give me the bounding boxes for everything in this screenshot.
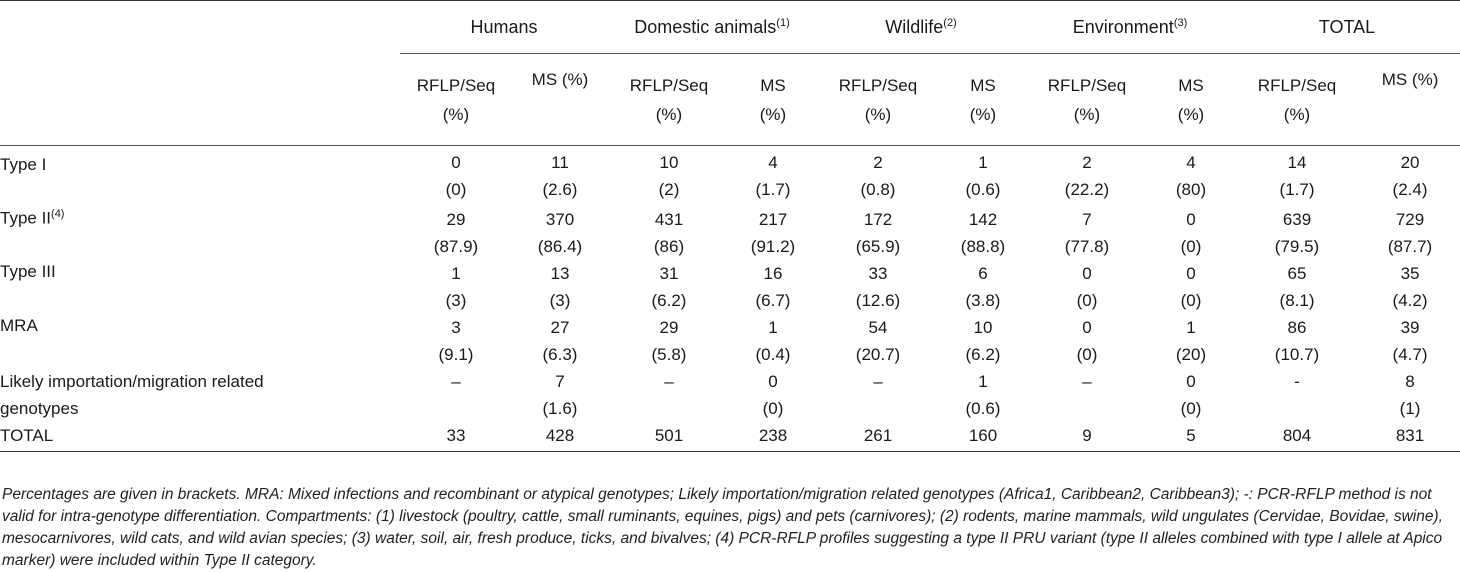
cell: 1 (0.6)	[965, 152, 1001, 199]
cell: 39 (4.7)	[1392, 317, 1428, 364]
cell: –	[664, 371, 674, 391]
corner-cell	[0, 1, 400, 54]
cell: 86 (10.7)	[1274, 317, 1320, 364]
cell: 0 (0)	[1180, 371, 1202, 418]
cell: 2 (22.2)	[1064, 152, 1110, 199]
cell: –	[1082, 371, 1092, 391]
table-row-type-i: Type I 0 (0) 11 (2.6) 10 (2) 4 (1.7) 2 (0.8) …	[0, 146, 1460, 206]
cell: 1 (3)	[445, 263, 467, 310]
cell: 2 (0.8)	[860, 152, 896, 199]
cell: 4 (80)	[1175, 152, 1207, 199]
cell: 261	[863, 426, 893, 446]
cell: 217 (91.2)	[750, 209, 796, 256]
cell: 0 (0)	[1076, 263, 1098, 310]
table-row-likely-importation: Likely importation/migration related geno…	[0, 368, 1460, 422]
col-humans-ms: MS (%)	[531, 70, 589, 89]
cell: 6 (3.8)	[965, 263, 1001, 310]
cell: –	[451, 371, 461, 391]
table-row-total: TOTAL 33 428 501 238 261 160 9 5 804 831	[0, 422, 1460, 452]
cell: 238	[758, 426, 788, 446]
cell: 54 (20.7)	[855, 317, 901, 364]
group-wildlife: Wildlife(2)	[816, 0, 1026, 54]
cell: 7 (1.6)	[542, 371, 578, 418]
cell: 16 (6.7)	[755, 263, 791, 310]
cell: 0 (0)	[1180, 209, 1202, 256]
col-domestic-ms: MS (%)	[759, 75, 787, 124]
row-label: TOTAL	[0, 426, 54, 446]
cell: 1 (20)	[1175, 317, 1207, 364]
cell: 1 (0.4)	[755, 317, 791, 364]
table-footnote: Percentages are given in brackets. MRA: …	[2, 485, 1443, 569]
cell: 14 (1.7)	[1279, 152, 1315, 199]
col-domestic-rflp: RFLP/Seq (%)	[629, 75, 709, 124]
cell: 20 (2.4)	[1392, 152, 1428, 199]
sub-header-row: RFLP/Seq (%) MS (%) RFLP/Seq (%) MS (%) RFL…	[0, 54, 1460, 146]
group-domestic-animals: Domestic animals(1)	[608, 0, 816, 54]
row-label: Type I	[0, 155, 47, 174]
table-row-mra: MRA 3 (9.1) 27 (6.3) 29 (5.8) 1 (0.4) 54 (20.…	[0, 314, 1460, 368]
cell: 29 (5.8)	[651, 317, 687, 364]
cell: 0 (0)	[1076, 317, 1098, 364]
cell: –	[873, 371, 883, 391]
cell: -	[1294, 371, 1300, 391]
cell: 31 (6.2)	[651, 263, 687, 310]
group-header-row: Humans Domestic animals(1) Wildlife(2) E…	[0, 0, 1460, 54]
cell: 10 (6.2)	[965, 317, 1001, 364]
cell: 428	[545, 426, 575, 446]
cell: 0 (0)	[762, 371, 784, 418]
cell: 10 (2)	[658, 152, 680, 199]
cell: 29 (87.9)	[433, 209, 479, 256]
cell: 370 (86.4)	[537, 209, 583, 256]
cell: 11 (2.6)	[542, 152, 578, 199]
col-wildlife-rflp: RFLP/Seq (%)	[838, 75, 918, 124]
cell: 729 (87.7)	[1387, 209, 1433, 256]
table-row-type-ii: Type II(4) 29 (87.9) 370 (86.4) 431 (86) 21…	[0, 206, 1460, 260]
col-environment-rflp: RFLP/Seq (%)	[1047, 75, 1127, 124]
data-table: Humans Domestic animals(1) Wildlife(2) E…	[0, 0, 1460, 452]
cell: 172 (65.9)	[855, 209, 901, 256]
cell: 35 (4.2)	[1392, 263, 1428, 310]
col-environment-ms: MS (%)	[1177, 75, 1205, 124]
cell: 5	[1186, 426, 1196, 446]
cell: 431 (86)	[653, 209, 685, 256]
cell: 0 (0)	[1180, 263, 1202, 310]
row-label: MRA	[0, 315, 38, 335]
row-label: Type III	[0, 261, 56, 281]
cell: 501	[654, 426, 684, 446]
cell: 804	[1282, 426, 1312, 446]
cell: 9	[1082, 426, 1092, 446]
row-label: Likely importation/migration related geno…	[0, 371, 264, 418]
col-total-ms: MS (%)	[1381, 70, 1439, 89]
cell: 639 (79.5)	[1274, 209, 1320, 256]
group-total: TOTAL	[1234, 0, 1460, 54]
cell: 33 (12.6)	[855, 263, 901, 310]
table-row-type-iii: Type III 1 (3) 13 (3) 31 (6.2) 16 (6.7) 33 (1…	[0, 260, 1460, 314]
col-humans-rflp: RFLP/Seq (%)	[416, 75, 496, 124]
group-humans: Humans	[400, 0, 608, 54]
cell: 65 (8.1)	[1279, 263, 1315, 310]
cell: 142 (88.8)	[960, 209, 1006, 256]
row-label: Type II(4)	[0, 207, 65, 228]
cell: 13 (3)	[549, 263, 571, 310]
cell: 831	[1395, 426, 1425, 446]
corner-cell	[0, 54, 400, 146]
cell: 0 (0)	[445, 152, 467, 199]
cell: 8 (1)	[1399, 371, 1421, 418]
col-wildlife-ms: MS (%)	[969, 75, 997, 124]
cell: 160	[968, 426, 998, 446]
col-total-rflp: RFLP/Seq (%)	[1257, 75, 1337, 124]
cell: 27 (6.3)	[542, 317, 578, 364]
cell: 33	[446, 426, 466, 446]
group-environment: Environment(3)	[1026, 0, 1235, 54]
cell: 7 (77.8)	[1064, 209, 1110, 256]
cell: 1 (0.6)	[965, 371, 1001, 418]
cell: 4 (1.7)	[755, 152, 791, 199]
cell: 3 (9.1)	[438, 317, 474, 364]
